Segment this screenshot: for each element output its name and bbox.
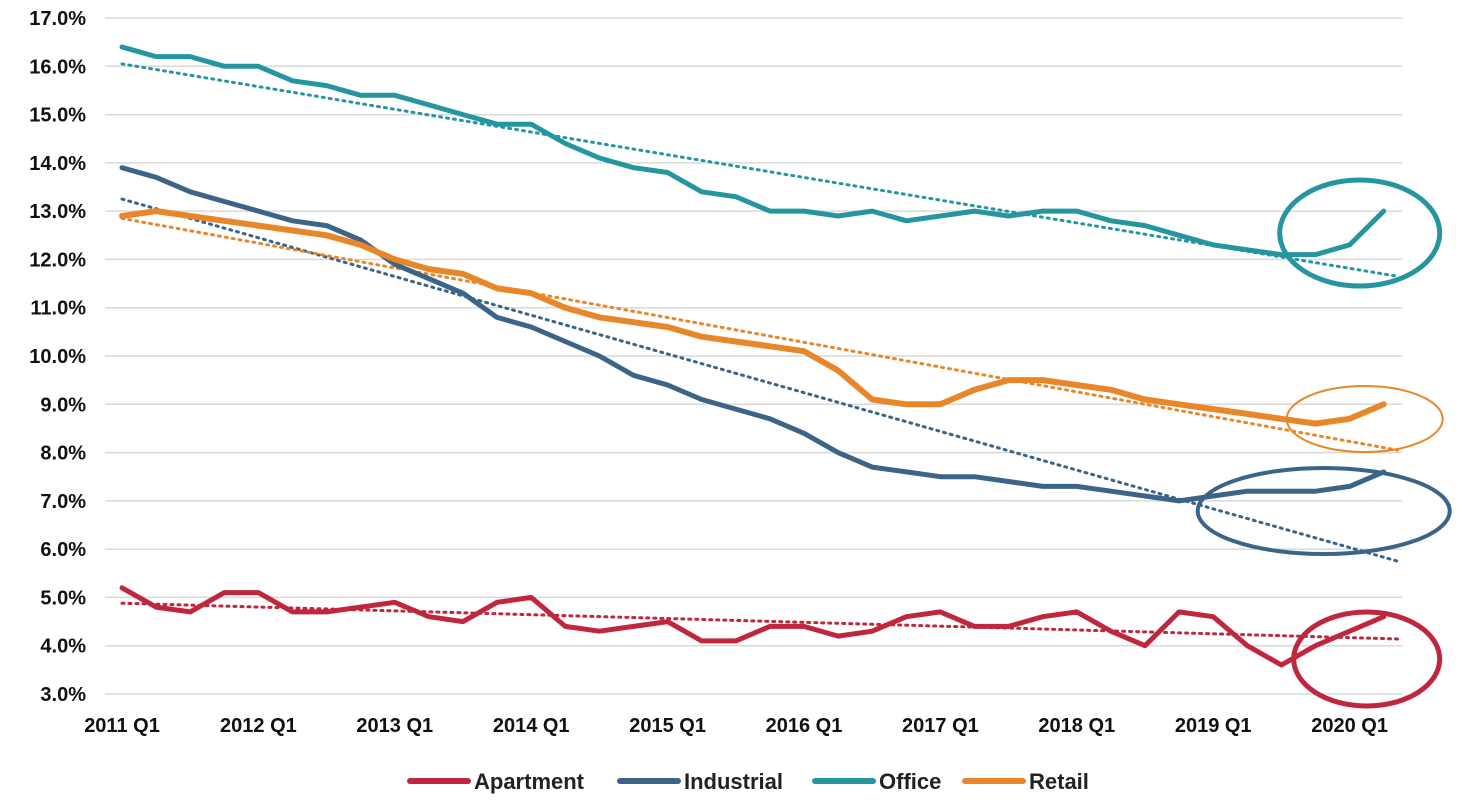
y-tick-label: 16.0% [29,56,86,78]
x-tick-label: 2012 Q1 [220,715,297,737]
x-tick-label: 2013 Q1 [356,715,433,737]
y-tick-label: 15.0% [29,105,86,127]
y-tick-label: 17.0% [29,8,86,30]
y-tick-label: 8.0% [40,443,86,465]
x-tick-label: 2016 Q1 [766,715,843,737]
x-tick-label: 2011 Q1 [84,715,160,737]
y-tick-label: 5.0% [40,587,86,609]
x-tick-label: 2017 Q1 [902,715,979,737]
series-line-apartment [122,588,1384,665]
trendlines [122,64,1398,639]
y-tick-label: 3.0% [40,684,86,706]
line-chart: 3.0% 4.0% 5.0% 6.0% 7.0% 8.0% 9.0% 10.0% 11.0% 12… [0,0,1474,800]
highlight-ellipse-industrial [1198,468,1450,554]
y-tick-label: 12.0% [29,249,86,271]
legend: Apartment Industrial Office Retail [410,769,1089,794]
y-tick-label: 4.0% [40,636,86,658]
y-axis-ticks: 3.0% 4.0% 5.0% 6.0% 7.0% 8.0% 9.0% 10.0% 11.0% 12… [29,8,86,706]
y-tick-label: 9.0% [40,394,86,416]
trendline-apartment [122,603,1398,639]
y-tick-label: 10.0% [29,346,86,368]
y-tick-label: 7.0% [40,491,86,513]
x-tick-label: 2015 Q1 [629,715,706,737]
y-tick-label: 14.0% [29,153,86,175]
grid-lines [105,18,1402,694]
legend-label-industrial: Industrial [684,769,783,794]
x-tick-label: 2019 Q1 [1175,715,1252,737]
legend-label-retail: Retail [1029,769,1089,794]
y-tick-label: 13.0% [29,201,86,223]
series-line-industrial [122,168,1384,501]
x-axis-ticks: 2011 Q1 2012 Q1 2013 Q1 2014 Q1 2015 Q1 2016 … [84,715,1388,737]
legend-label-apartment: Apartment [474,769,585,794]
y-tick-label: 11.0% [30,298,86,320]
x-tick-label: 2014 Q1 [493,715,570,737]
x-tick-label: 2018 Q1 [1038,715,1115,737]
x-tick-label: 2020 Q1 [1311,715,1388,737]
y-tick-label: 6.0% [40,539,86,561]
highlight-ellipse-retail [1287,386,1443,452]
legend-label-office: Office [879,769,941,794]
